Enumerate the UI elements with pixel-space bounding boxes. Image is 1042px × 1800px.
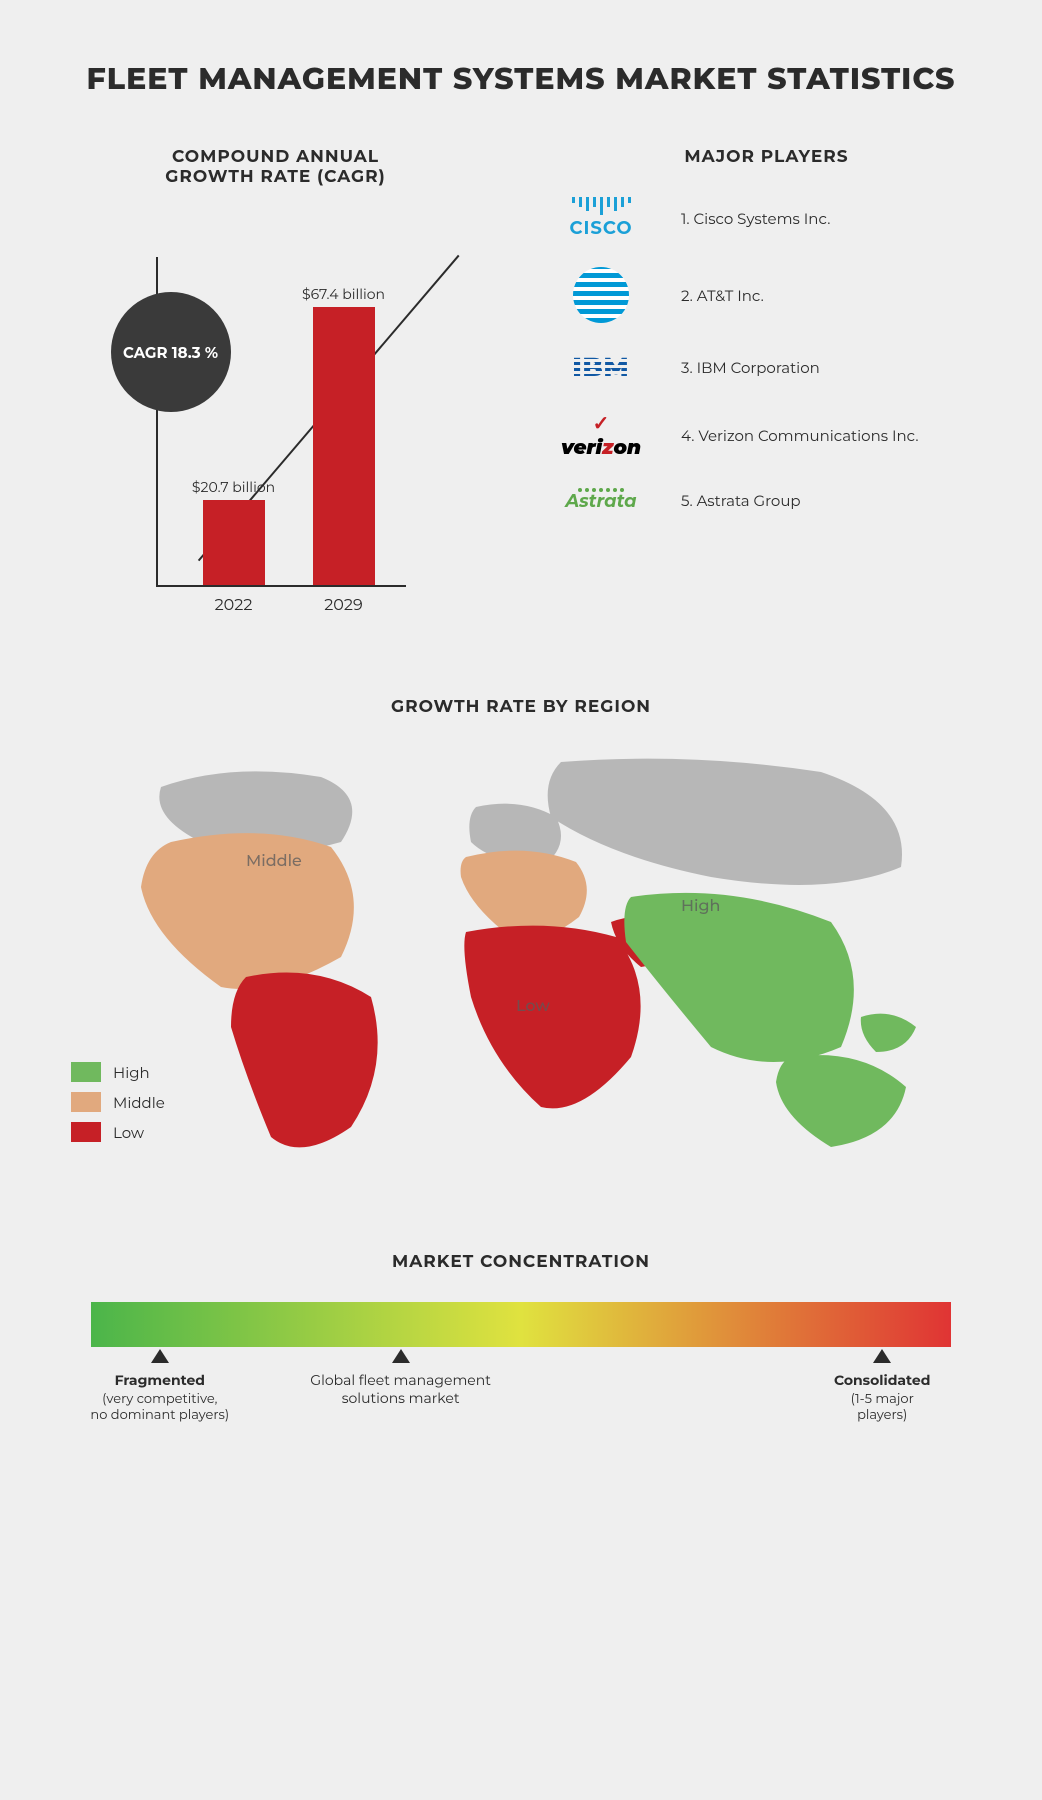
map-label-high: High bbox=[681, 897, 720, 916]
player-name: 1. Cisco Systems Inc. bbox=[681, 209, 830, 228]
player-row-ibm: IBM 3. IBM Corporation bbox=[551, 351, 982, 383]
player-name: 2. AT&T Inc. bbox=[681, 286, 764, 305]
att-logo-icon bbox=[551, 267, 651, 323]
player-name: 5. Astrata Group bbox=[681, 491, 801, 510]
marker-label-fragmented: Fragmented (very competitive, no dominan… bbox=[90, 1371, 229, 1423]
marker-label-consolidated: Consolidated (1-5 major players) bbox=[834, 1371, 930, 1423]
legend-swatch-icon bbox=[71, 1092, 101, 1112]
bar-2029: $67.4 billion 2029 bbox=[313, 307, 375, 585]
map-section: GROWTH RATE BY REGION Middle High Low Hi… bbox=[60, 697, 982, 1172]
player-name: 4. Verizon Communications Inc. bbox=[681, 426, 919, 445]
cagr-panel: COMPOUND ANNUAL GROWTH RATE (CAGR) $20.7… bbox=[60, 147, 491, 617]
bar-2022: $20.7 billion 2022 bbox=[203, 500, 265, 585]
cagr-title: COMPOUND ANNUAL GROWTH RATE (CAGR) bbox=[60, 147, 491, 187]
concentration-markers bbox=[91, 1349, 951, 1363]
legend-swatch-icon bbox=[71, 1062, 101, 1082]
top-row: COMPOUND ANNUAL GROWTH RATE (CAGR) $20.7… bbox=[60, 147, 982, 617]
bar-2029-year: 2029 bbox=[324, 596, 362, 615]
legend-middle: Middle bbox=[71, 1092, 165, 1112]
concentration-title: MARKET CONCENTRATION bbox=[60, 1252, 982, 1272]
players-panel: MAJOR PLAYERS CISCO 1. Cisco Systems Inc… bbox=[551, 147, 982, 617]
legend-swatch-icon bbox=[71, 1122, 101, 1142]
concentration-gradient-bar bbox=[91, 1302, 951, 1347]
cagr-badge: CAGR 18.3 % bbox=[111, 292, 231, 412]
bar-2029-label: $67.4 billion bbox=[302, 285, 385, 303]
cisco-logo-icon: CISCO bbox=[551, 197, 651, 239]
players-title: MAJOR PLAYERS bbox=[551, 147, 982, 167]
map-label-low: Low bbox=[516, 997, 550, 1016]
map-label-middle: Middle bbox=[246, 852, 302, 871]
player-row-verizon: ✓ verizon 4. Verizon Communications Inc. bbox=[551, 411, 982, 460]
player-row-astrata: Astrata 5. Astrata Group bbox=[551, 488, 982, 512]
world-map: Middle High Low High Middle Low bbox=[71, 747, 971, 1172]
player-row-cisco: CISCO 1. Cisco Systems Inc. bbox=[551, 197, 982, 239]
map-legend: High Middle Low bbox=[71, 1062, 165, 1152]
marker-triangle-icon bbox=[151, 1349, 169, 1363]
player-row-att: 2. AT&T Inc. bbox=[551, 267, 982, 323]
legend-high: High bbox=[71, 1062, 165, 1082]
bar-2022-year: 2022 bbox=[215, 596, 253, 615]
marker-triangle-icon bbox=[392, 1349, 410, 1363]
page-title: FLEET MANAGEMENT SYSTEMS MARKET STATISTI… bbox=[60, 60, 982, 97]
marker-triangle-icon bbox=[873, 1349, 891, 1363]
bar-2022-label: $20.7 billion bbox=[192, 478, 275, 496]
cagr-chart: $20.7 billion 2022 $67.4 billion 2029 CA… bbox=[116, 217, 436, 617]
verizon-logo-icon: ✓ verizon bbox=[551, 411, 651, 460]
world-map-svg bbox=[71, 747, 971, 1167]
concentration-section: MARKET CONCENTRATION Fragmented (very co… bbox=[60, 1252, 982, 1441]
astrata-logo-icon: Astrata bbox=[551, 488, 651, 512]
player-name: 3. IBM Corporation bbox=[681, 358, 820, 377]
ibm-logo-icon: IBM bbox=[551, 351, 651, 383]
marker-label-global: Global fleet management solutions market bbox=[301, 1371, 501, 1409]
concentration-labels: Fragmented (very competitive, no dominan… bbox=[91, 1371, 951, 1441]
map-title: GROWTH RATE BY REGION bbox=[60, 697, 982, 717]
legend-low: Low bbox=[71, 1122, 165, 1142]
